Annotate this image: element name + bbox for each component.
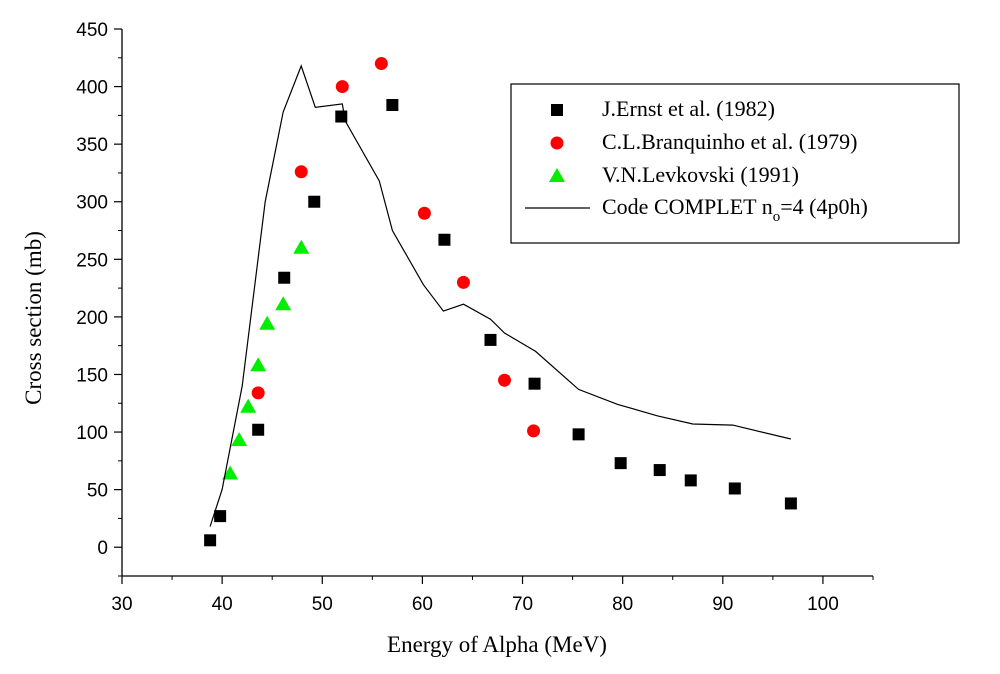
- data-point-triangle: [250, 357, 267, 372]
- y-axis-title: Cross section (mb): [21, 231, 46, 405]
- data-point-triangle: [231, 432, 248, 447]
- y-tick-label: 0: [97, 538, 108, 559]
- y-tick-label: 200: [76, 308, 108, 329]
- data-point-square: [528, 377, 541, 390]
- data-point-circle: [527, 424, 541, 438]
- data-layer: [204, 57, 797, 547]
- legend-box: [510, 83, 960, 244]
- data-point-square: [572, 428, 585, 441]
- data-point-square: [784, 497, 797, 510]
- data-point-circle: [456, 275, 470, 289]
- y-tick-label: 50: [87, 481, 108, 502]
- data-point-square: [438, 233, 451, 246]
- series-triangle-markers: [222, 239, 310, 480]
- x-tick-label: 60: [412, 594, 433, 615]
- data-point-triangle: [222, 465, 239, 480]
- legend-label: J.Ernst et al. (1982): [602, 96, 775, 121]
- x-tick-label: 40: [212, 594, 233, 615]
- y-tick-label: 300: [76, 193, 108, 214]
- data-point-triangle: [240, 398, 257, 413]
- series-square-markers: [204, 99, 797, 547]
- data-point-triangle: [293, 239, 310, 254]
- data-point-triangle: [259, 315, 276, 330]
- legend-label: V.N.Levkovski (1991): [602, 162, 799, 187]
- axes: 30 40 50 60 70 80 90 100 0 50 100 150 200 250 300 350 40…: [76, 20, 874, 615]
- series-line-complet: [209, 64, 792, 527]
- data-point-triangle: [275, 296, 292, 311]
- y-tick-label: 450: [76, 20, 108, 41]
- data-point-square: [614, 457, 627, 470]
- y-tick-label: 150: [76, 365, 108, 386]
- series-circle-markers: [251, 57, 541, 438]
- data-point-square: [484, 333, 497, 346]
- x-tick-label: 70: [512, 594, 533, 615]
- data-point-circle: [498, 373, 512, 387]
- legend-marker-triangle: [549, 168, 565, 182]
- legend: J.Ernst et al. (1982) C.L.Branquinho et a…: [510, 83, 960, 244]
- x-tick-label: 90: [712, 594, 733, 615]
- data-point-square: [214, 510, 227, 523]
- data-point-circle: [335, 80, 349, 94]
- data-point-square: [684, 474, 697, 487]
- data-point-square: [204, 534, 217, 547]
- data-point-square: [278, 271, 291, 284]
- x-tick-label: 50: [312, 594, 333, 615]
- data-point-square: [653, 464, 666, 477]
- legend-marker-circle: [550, 136, 564, 150]
- y-tick-label: 350: [76, 135, 108, 156]
- x-tick-label: 30: [111, 594, 132, 615]
- legend-marker-square: [551, 104, 563, 116]
- legend-label: C.L.Branquinho et al. (1979): [602, 129, 857, 154]
- y-tick-label: 400: [76, 78, 108, 99]
- data-point-circle: [417, 206, 431, 220]
- data-point-square: [308, 195, 321, 208]
- data-point-square: [252, 423, 265, 436]
- data-point-circle: [374, 57, 388, 71]
- data-point-square: [728, 482, 741, 495]
- data-point-circle: [294, 165, 308, 179]
- y-tick-label: 100: [76, 423, 108, 444]
- legend-label: Code COMPLET no=4 (4p0h): [602, 194, 868, 225]
- data-point-square: [386, 99, 399, 112]
- x-tick-label: 100: [807, 594, 839, 615]
- y-tick-label: 250: [76, 250, 108, 271]
- x-tick-label: 80: [612, 594, 633, 615]
- data-point-circle: [251, 386, 265, 400]
- x-axis-title: Energy of Alpha (MeV): [387, 632, 607, 657]
